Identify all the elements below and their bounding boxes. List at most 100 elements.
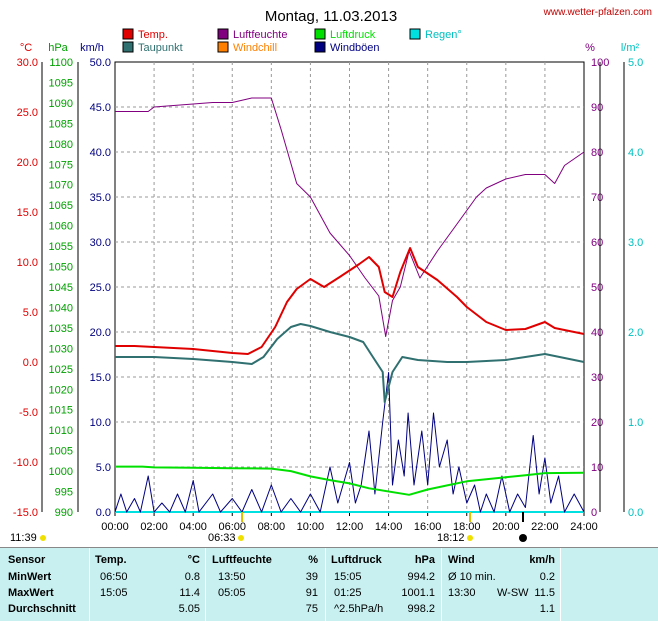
sunrise-sun-icon — [238, 535, 244, 541]
weather-chart: Montag, 11.03.2013 www.wetter-pfalzen.co… — [10, 7, 652, 544]
legend-swatch-regen — [409, 28, 421, 40]
wind-tick-label: 25.0 — [90, 282, 111, 294]
rain-unit-label: l/m² — [621, 42, 640, 54]
stats-temp-time: 06:50 — [100, 571, 128, 583]
pressure-tick-label: 1015 — [49, 405, 73, 417]
stats-header-temp-unit: °C — [187, 554, 200, 566]
x-tick-label: 18:00 — [453, 521, 481, 533]
pressure-tick-label: 1095 — [49, 77, 73, 89]
temp-unit-label: °C — [20, 42, 32, 54]
pressure-tick-label: 1010 — [49, 425, 73, 437]
wind-tick-label: 50.0 — [90, 57, 111, 69]
pressure-tick-label: 1055 — [49, 241, 73, 253]
sunset-sun-icon — [467, 535, 473, 541]
axis-ticks: 30.0 25.0 20.0 15.0 10.0 5.0 0.0 -5.0 -10.0 -15.0… — [13, 57, 643, 533]
stats-temp-value: 5.05 — [178, 603, 200, 615]
series-line-temp-taupunkt — [115, 323, 585, 403]
humidity-tick-label: 30 — [591, 372, 603, 384]
x-tick-label: 04:00 — [179, 521, 207, 533]
wind-tick-label: 5.0 — [96, 462, 111, 474]
legend-label-luftdruck: Luftdruck — [330, 29, 376, 41]
rain-tick-label: 0.0 — [628, 507, 643, 519]
stats-header-press: Luftdruck — [331, 554, 382, 566]
legend-swatch-luftfeuchte — [217, 28, 229, 40]
pressure-unit-label: hPa — [48, 42, 68, 54]
wind-tick-label: 0.0 — [96, 507, 111, 519]
x-tick-label: 20:00 — [492, 521, 520, 533]
legend-label-temp: Temp. — [138, 29, 168, 41]
x-tick-label: 06:00 — [218, 521, 246, 533]
legend-label-windboeen: Windböen — [330, 42, 380, 54]
wind-tick-label: 20.0 — [90, 327, 111, 339]
series-line-wind-windben — [114, 372, 585, 513]
humidity-tick-label: 0 — [591, 507, 597, 519]
stats-hum-time: 05:05 — [218, 587, 246, 599]
pressure-tick-label: 1000 — [49, 466, 73, 478]
pressure-tick-label: 1090 — [49, 98, 73, 110]
rain-tick-label: 4.0 — [628, 147, 643, 159]
x-tick-label: 22:00 — [531, 521, 559, 533]
temp-tick-label: 5.0 — [23, 307, 38, 319]
x-tick-label: 12:00 — [336, 521, 364, 533]
pressure-tick-label: 1075 — [49, 159, 73, 171]
rain-tick-label: 3.0 — [628, 237, 643, 249]
wind-tick-label: 40.0 — [90, 147, 111, 159]
humidity-tick-label: 50 — [591, 282, 603, 294]
site-link[interactable]: www.wetter-pfalzen.com — [543, 7, 652, 18]
stats-press-time: 15:05 — [334, 571, 362, 583]
stats-wind-value: 0.2 — [539, 571, 555, 583]
x-tick-label: 24:00 — [570, 521, 598, 533]
stats-press-time: 01:25 — [334, 587, 362, 599]
stats-wind-label: 13:30 — [448, 587, 476, 599]
stats-header-temp: Temp. — [95, 554, 127, 566]
stats-hum-value: 91 — [305, 587, 318, 599]
stats-panel: Sensor Temp. °C Luftfeuchte % Luftdruck … — [0, 547, 658, 621]
stats-header-wind: Wind — [448, 554, 475, 566]
stats-wind-direction: W-SW — [497, 587, 529, 599]
legend-swatch-windboeen — [314, 41, 326, 53]
stats-hum-value: 39 — [305, 571, 318, 583]
stats-header-press-unit: hPa — [414, 554, 435, 566]
legend: Temp. Luftfeuchte Luftdruck Regen° Taupunkt W… — [122, 28, 462, 54]
stats-row-label: MinWert — [8, 571, 52, 583]
legend-label-taupunkt: Taupunkt — [138, 42, 183, 54]
temp-tick-label: -15.0 — [13, 507, 38, 519]
sun-icon-left — [40, 535, 46, 541]
stats-hum-time: 13:50 — [218, 571, 246, 583]
pressure-tick-label: 990 — [55, 507, 73, 519]
humidity-tick-label: 10 — [591, 462, 603, 474]
temp-tick-label: 10.0 — [17, 257, 38, 269]
legend-label-regen: Regen° — [425, 29, 462, 41]
series-line-pressure-luftdruck — [115, 465, 585, 496]
stats-press-value: 1001.1 — [401, 587, 435, 599]
legend-swatch-temp — [122, 28, 134, 40]
pressure-tick-label: 1005 — [49, 446, 73, 458]
pressure-tick-label: 1020 — [49, 384, 73, 396]
legend-swatch-luftdruck — [314, 28, 326, 40]
rain-tick-label: 2.0 — [628, 327, 643, 339]
rain-tick-label: 5.0 — [628, 57, 643, 69]
temp-tick-label: -10.0 — [13, 457, 38, 469]
sun-marks: 11:39 06:33 18:12 — [10, 512, 527, 544]
wind-tick-label: 35.0 — [90, 192, 111, 204]
stats-temp-time: 15:05 — [100, 587, 128, 599]
pressure-tick-label: 1030 — [49, 343, 73, 355]
legend-swatch-taupunkt — [122, 41, 134, 53]
stats-wind-value: 11.5 — [534, 587, 555, 599]
stats-header-sensor: Sensor — [8, 554, 46, 566]
temp-tick-label: -5.0 — [19, 407, 38, 419]
pressure-tick-label: 1100 — [49, 57, 73, 69]
stats-temp-value: 11.4 — [179, 587, 200, 599]
moon-icon — [519, 534, 527, 542]
humidity-tick-label: 60 — [591, 237, 603, 249]
pressure-tick-label: 1050 — [49, 262, 73, 274]
pressure-tick-label: 1025 — [49, 364, 73, 376]
stats-press-time: ^2.5hPa/h — [334, 603, 384, 615]
x-tick-label: 02:00 — [140, 521, 168, 533]
legend-label-windchill: Windchill — [233, 42, 277, 54]
temp-tick-label: 25.0 — [17, 107, 38, 119]
wind-tick-label: 15.0 — [90, 372, 111, 384]
axis-unit-labels: °C hPa km/h % l/m² — [20, 42, 640, 54]
humidity-tick-label: 70 — [591, 192, 603, 204]
wind-tick-label: 30.0 — [90, 237, 111, 249]
